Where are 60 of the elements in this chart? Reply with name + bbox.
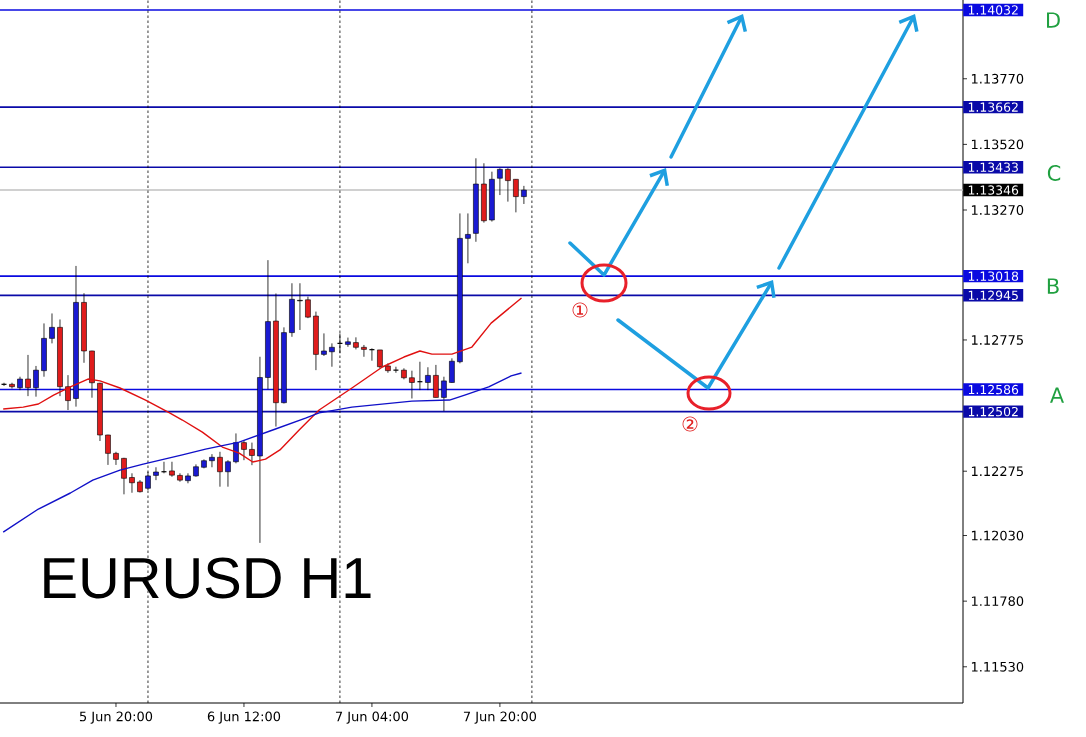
candlestick — [65, 374, 71, 411]
candlestick — [392, 366, 400, 374]
candlestick — [153, 466, 159, 481]
text: A — [1050, 387, 1064, 403]
candlestick — [353, 336, 359, 350]
y-tick-label: 1.12275 — [971, 466, 1023, 477]
y-tick-label: 1.12775 — [971, 335, 1023, 345]
text: D — [1047, 12, 1060, 28]
candlestick — [225, 459, 231, 488]
candlestick — [105, 434, 111, 466]
candlestick — [497, 167, 503, 196]
candlestick — [441, 376, 447, 412]
y-tick-label: 1.13770 — [971, 73, 1024, 84]
x-tick-label: 7 Jun 20:00 — [463, 711, 537, 724]
ref-line-label: 1.12586 — [968, 384, 1019, 395]
candlestick — [345, 337, 351, 348]
candlestick — [129, 472, 135, 494]
candlestick — [217, 451, 223, 488]
ref-line-label: 1.13433 — [968, 162, 1018, 172]
y-tick-label: 1.11780 — [971, 596, 1024, 607]
candlestick — [449, 357, 455, 384]
annotation: ① — [572, 302, 588, 318]
text: C — [1047, 165, 1061, 181]
candlestick — [209, 453, 215, 468]
candlestick — [361, 344, 367, 358]
y-tick-label: 1.13270 — [971, 205, 1024, 215]
candlestick — [329, 342, 335, 368]
candlestick — [521, 185, 527, 205]
candlestick — [185, 472, 191, 484]
candlestick — [113, 451, 119, 466]
y-tick-label: 1.12030 — [971, 530, 1024, 541]
candlestick — [465, 213, 471, 264]
candlestick — [409, 370, 415, 399]
candlestick — [513, 178, 519, 213]
x-tick-label: 7 Jun 04:00 — [335, 711, 409, 724]
annotation: ② — [682, 416, 698, 432]
candlestick — [377, 349, 383, 369]
ref-line-label: 1.14032 — [968, 5, 1018, 15]
ref-line-label: 1.13018 — [968, 271, 1019, 281]
text: B — [1047, 278, 1059, 294]
ref-line-label: 1.13346 — [968, 185, 1019, 195]
candlestick — [505, 167, 511, 203]
candlestick — [321, 332, 327, 357]
ref-line-label: 1.12502 — [968, 406, 1018, 417]
candlestick — [425, 366, 431, 391]
candlestick — [433, 364, 439, 398]
ref-line-label: 1.12945 — [968, 290, 1018, 301]
ref-line-label: 1.13662 — [968, 102, 1018, 112]
candlestick — [169, 461, 175, 478]
candlestick — [9, 382, 15, 389]
y-tick-label: 1.13520 — [971, 139, 1024, 150]
x-tick-label: 6 Jun 12:00 — [207, 711, 281, 724]
candlestick — [233, 433, 239, 464]
candlestick — [49, 313, 55, 344]
x-tick-label: 5 Jun 20:00 — [79, 711, 153, 724]
candlestick — [25, 354, 31, 397]
text: EURUSD H1 — [44, 557, 371, 599]
candlestick — [33, 365, 39, 398]
y-tick-label: 1.11530 — [971, 661, 1024, 672]
candlestick — [297, 282, 303, 331]
